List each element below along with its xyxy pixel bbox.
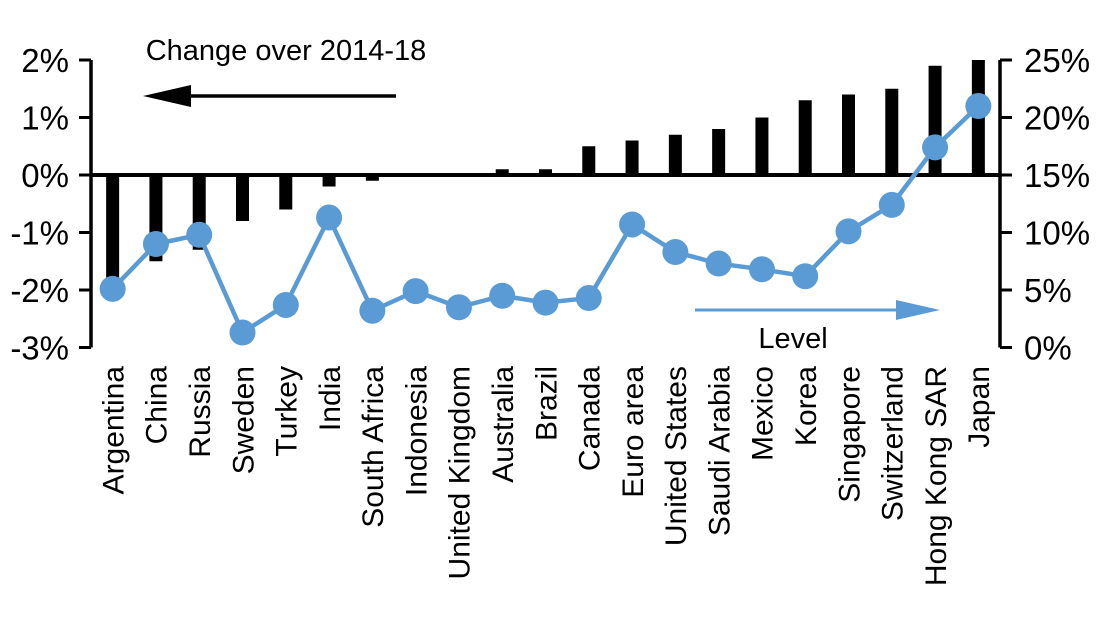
left-axis-tick-label: 0%	[21, 157, 69, 194]
level-marker-russia	[186, 221, 213, 248]
bar-turkey	[279, 175, 293, 210]
left-axis-tick-label: 2%	[21, 42, 69, 79]
category-label-india: India	[314, 366, 347, 431]
category-label-indonesia: Indonesia	[400, 366, 433, 496]
right-axis-tick-label: 5%	[1024, 272, 1072, 309]
category-label-australia: Australia	[487, 366, 520, 483]
category-label-euro-area: Euro area	[617, 366, 650, 498]
level-marker-united-kingdom	[445, 294, 472, 321]
bar-series-group	[106, 60, 985, 279]
level-marker-australia	[489, 282, 516, 309]
bar-argentina	[106, 175, 120, 279]
bar-south-africa	[365, 175, 379, 181]
category-label-united-states: United States	[660, 366, 693, 546]
category-label-switzerland: Switzerland	[877, 366, 910, 521]
level-marker-canada	[575, 285, 602, 312]
category-label-brazil: Brazil	[530, 366, 563, 441]
level-marker-switzerland	[878, 191, 905, 218]
level-marker-saudi-arabia	[705, 250, 732, 277]
bar-korea	[798, 100, 812, 175]
right-arrow-icon	[695, 300, 940, 320]
right-axis-tick-label: 20%	[1024, 99, 1090, 136]
level-marker-singapore	[835, 218, 862, 245]
level-marker-korea	[792, 263, 819, 290]
bar-united-states	[668, 134, 682, 175]
right-axis-tick-label: 25%	[1024, 42, 1090, 79]
left-axis-tick-label: 1%	[21, 99, 69, 136]
level-marker-hong-kong-sar	[922, 134, 949, 161]
category-label-canada: Canada	[574, 366, 607, 471]
right-axis-tick-label: 15%	[1024, 157, 1090, 194]
bar-series-annotation-label: Change over 2014-18	[146, 35, 427, 67]
level-marker-japan	[965, 93, 992, 119]
level-marker-united-states	[662, 239, 689, 266]
line-series-annotation-label: Level	[758, 323, 827, 355]
level-marker-china	[142, 231, 169, 257]
bar-saudi-arabia	[712, 129, 726, 175]
category-label-united-kingdom: United Kingdom	[444, 366, 477, 579]
left-axis-tick-label: -1%	[10, 214, 69, 251]
category-label-sweden: Sweden	[227, 366, 260, 474]
category-labels-group: Argentina China Russia Sweden Turkey India Sou…	[97, 366, 996, 586]
line-series-annotation: Level	[695, 300, 940, 355]
level-marker-brazil	[532, 289, 559, 316]
level-marker-india	[316, 204, 343, 231]
bar-canada	[582, 146, 596, 175]
left-axis-tick-label: -2%	[10, 272, 69, 309]
bar-mexico	[755, 117, 769, 175]
level-marker-euro-area	[619, 211, 646, 238]
category-label-singapore: Singapore	[833, 366, 866, 503]
category-label-argentina: Argentina	[97, 366, 130, 495]
right-axis-tick-label: 0%	[1024, 329, 1072, 366]
bar-australia	[495, 169, 509, 175]
bar-india	[322, 175, 336, 187]
left-axis-tick-label: -3%	[10, 329, 69, 366]
category-label-china: China	[141, 366, 174, 445]
category-label-south-africa: South Africa	[357, 366, 390, 528]
level-marker-south-africa	[359, 297, 386, 324]
bar-series-annotation: Change over 2014-18	[143, 35, 426, 107]
level-marker-sweden	[229, 319, 256, 346]
category-label-hong-kong-sar: Hong Kong SAR	[920, 366, 953, 586]
category-label-russia: Russia	[184, 366, 217, 458]
level-marker-argentina	[99, 275, 126, 302]
left-arrow-icon	[143, 85, 396, 107]
bar-euro-area	[625, 140, 639, 175]
category-label-mexico: Mexico	[747, 366, 780, 461]
bar-singapore	[842, 94, 855, 175]
category-label-saudi-arabia: Saudi Arabia	[703, 366, 736, 536]
level-marker-mexico	[748, 256, 775, 283]
level-marker-turkey	[272, 291, 299, 318]
right-axis-tick-label: 10%	[1024, 214, 1090, 251]
bar-brazil	[539, 169, 552, 175]
level-marker-indonesia	[402, 278, 429, 305]
bar-switzerland	[885, 88, 899, 175]
category-label-turkey: Turkey	[271, 366, 304, 457]
bar-sweden	[236, 175, 249, 221]
axes-group: 2% 1% 0% -1% -2% -3% 25% 20% 15% 10% 5% 0%	[10, 42, 1090, 367]
category-label-korea: Korea	[790, 366, 823, 446]
line-series-group	[99, 93, 992, 346]
category-label-japan: Japan	[963, 366, 996, 448]
